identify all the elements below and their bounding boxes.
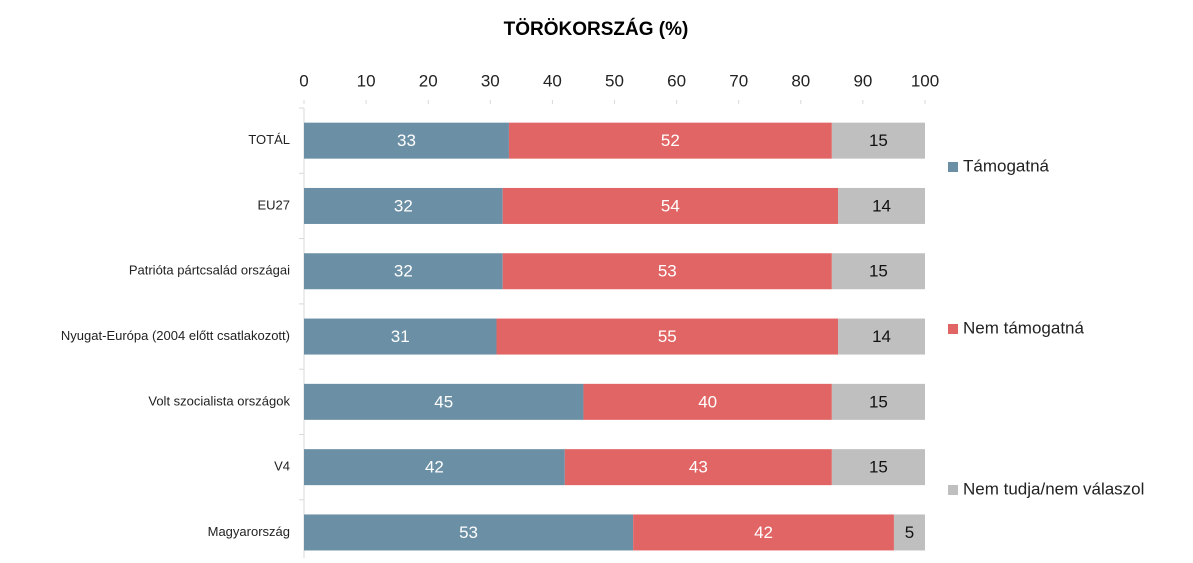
bar-segment <box>831 449 925 486</box>
data-label: 5 <box>905 523 914 542</box>
data-label: 15 <box>869 131 888 150</box>
data-label: 15 <box>869 458 888 477</box>
legend-label: Nem támogatná <box>963 318 1084 337</box>
bar-segment <box>893 514 925 551</box>
data-label: 55 <box>658 327 677 346</box>
bar-segment <box>838 187 925 224</box>
data-label: 15 <box>869 392 888 411</box>
bar-segment <box>304 122 509 159</box>
data-label: 31 <box>391 327 410 346</box>
bar-segment <box>508 122 832 159</box>
bar-segment <box>831 383 925 420</box>
x-tick-label: 20 <box>419 71 438 90</box>
y-tick-label: V4 <box>274 459 290 474</box>
legend-swatch <box>948 324 958 334</box>
legend-swatch <box>948 162 958 172</box>
x-tick-label: 70 <box>729 71 748 90</box>
bar-segment <box>502 187 839 224</box>
data-label: 42 <box>425 458 444 477</box>
x-tick-label: 100 <box>911 71 939 90</box>
data-label: 53 <box>459 523 478 542</box>
x-tick-label: 80 <box>791 71 810 90</box>
bar-segment <box>502 253 832 290</box>
data-label: 33 <box>397 131 416 150</box>
bar-segment <box>831 253 925 290</box>
x-tick-label: 0 <box>299 71 308 90</box>
x-tick-label: 10 <box>357 71 376 90</box>
legend-label: Nem tudja/nem válaszol <box>963 479 1144 498</box>
bar-segment <box>304 449 565 486</box>
bar-segment <box>304 514 634 551</box>
data-label: 32 <box>394 196 413 215</box>
bar-segment <box>838 318 925 355</box>
bar-segment <box>304 253 503 290</box>
data-label: 54 <box>661 196 680 215</box>
data-label: 32 <box>394 262 413 281</box>
data-label: 43 <box>689 458 708 477</box>
x-tick-label: 40 <box>543 71 562 90</box>
data-label: 40 <box>698 392 717 411</box>
legend-swatch <box>948 485 958 495</box>
x-tick-label: 60 <box>667 71 686 90</box>
bar-segment <box>304 187 503 224</box>
chart-title: TÖRÖKORSZÁG (%) <box>504 18 689 40</box>
y-tick-label: Volt szocialista országok <box>148 393 290 408</box>
x-tick-label: 90 <box>853 71 872 90</box>
bar-segment <box>564 449 832 486</box>
data-label: 42 <box>754 523 773 542</box>
y-tick-label: Nyugat-Európa (2004 előtt csatlakozott) <box>61 328 290 343</box>
bar-segment <box>496 318 839 355</box>
data-label: 14 <box>872 327 891 346</box>
y-tick-label: Patrióta pártcsalád országai <box>129 263 290 278</box>
bar-segment <box>583 383 832 420</box>
data-label: 52 <box>661 131 680 150</box>
bar-segment <box>633 514 894 551</box>
data-label: 53 <box>658 262 677 281</box>
x-tick-label: 50 <box>605 71 624 90</box>
y-tick-label: Magyarország <box>208 524 290 539</box>
bar-segment <box>304 318 497 355</box>
data-label: 14 <box>872 196 891 215</box>
data-label: 15 <box>869 262 888 281</box>
legend-label: Támogatná <box>963 156 1050 175</box>
bar-segment <box>831 122 925 159</box>
data-label: 45 <box>434 392 453 411</box>
x-tick-label: 30 <box>481 71 500 90</box>
bar-segment <box>304 383 584 420</box>
y-tick-label: EU27 <box>257 197 290 212</box>
y-tick-label: TOTÁL <box>248 132 290 147</box>
